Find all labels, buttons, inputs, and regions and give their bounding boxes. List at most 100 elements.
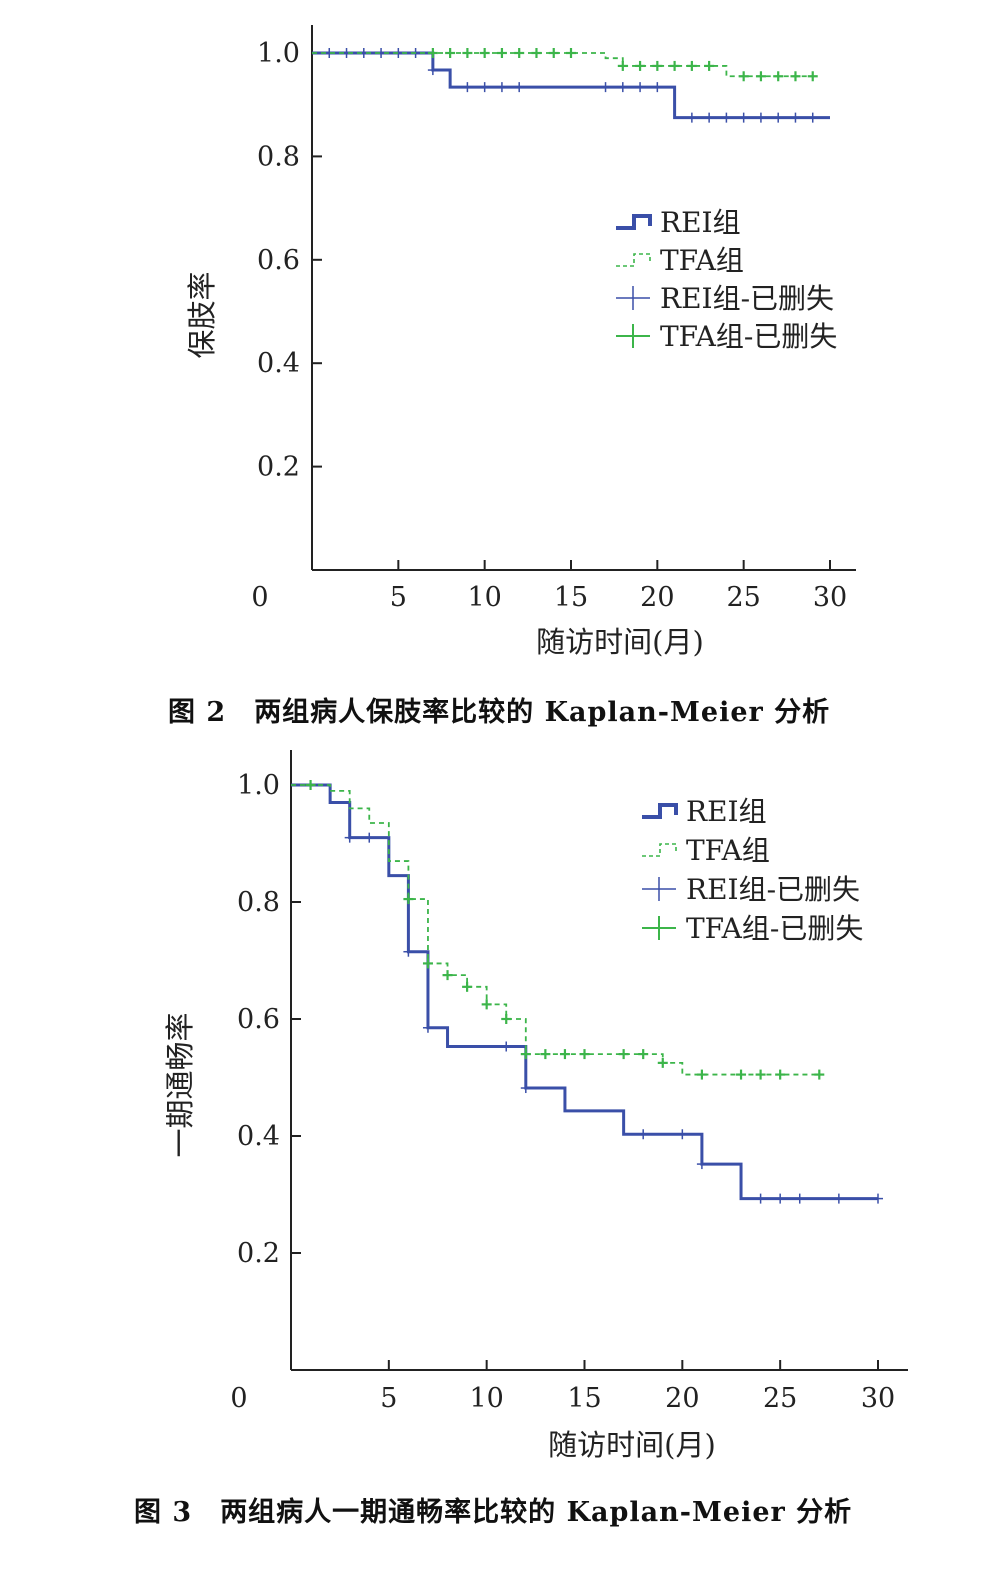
fig2-tfa-censor-mark — [755, 71, 766, 82]
fig2-rei-censor-mark — [807, 112, 818, 123]
fig3-rei-censor-mark — [403, 946, 414, 957]
fig3-x-tick-label: 10 — [469, 1383, 503, 1414]
fig2-rei-censor-mark — [686, 112, 697, 123]
fig2-y-axis-title: 保肢率 — [185, 271, 219, 358]
fig3-tfa-censor-mark — [305, 780, 316, 790]
fig2-rei-censor-mark — [496, 82, 507, 93]
fig2-tfa-censor-mark — [427, 48, 438, 58]
fig3-y-tick-label: 0.2 — [237, 1238, 280, 1269]
fig2-tfa-censor-mark — [531, 48, 542, 58]
fig3-tfa-censor-mark — [775, 1069, 786, 1080]
fig2-legend-tfa-censor-swatch — [616, 324, 650, 348]
figure-2-label: 图 2 — [168, 697, 227, 728]
fig3-tfa-censor-mark — [481, 999, 492, 1010]
fig3-x-tick-label: 30 — [861, 1383, 895, 1414]
fig3-tfa-censor-mark — [442, 970, 453, 981]
fig2-x-axis-title: 随访时间(月) — [536, 625, 704, 659]
fig3-x-tick-label: 5 — [380, 1383, 397, 1414]
fig2-tfa-censor-mark — [686, 60, 697, 71]
fig2-origin-label: 0 — [251, 582, 268, 613]
fig2-legend-rei-censor-swatch — [616, 286, 650, 310]
fig3-y-axis-title: 一期通畅率 — [163, 1012, 197, 1157]
fig2-rei-censor-mark — [617, 82, 628, 93]
fig2-tfa-censor-mark — [635, 60, 646, 71]
fig2-tfa-censor-mark — [548, 48, 559, 58]
fig2-y-tick-label: 0.2 — [257, 452, 300, 483]
fig2-y-tick-label: 0.4 — [257, 348, 300, 379]
fig3-tfa-censor-mark — [559, 1049, 570, 1060]
fig3-tfa-censor-mark — [520, 1049, 531, 1060]
fig3-rei-censor-mark — [364, 832, 375, 843]
fig3-rei-censor-mark — [833, 1193, 844, 1204]
fig3-rei-censor-mark — [755, 1193, 766, 1204]
fig3-series-rei-line — [291, 783, 878, 1201]
fig2-tfa-censor-mark — [704, 60, 715, 71]
fig3-tfa-censor-mark — [657, 1057, 668, 1068]
fig2-legend-label: TFA组 — [660, 244, 744, 277]
fig3-legend-label: TFA组-已删失 — [686, 912, 863, 945]
fig3-legend-rei-swatch — [642, 803, 678, 819]
fig3-legend-label: REI组 — [686, 795, 767, 828]
fig2-rei-censor-mark — [462, 82, 473, 93]
fig2-tfa-censor-mark — [514, 48, 525, 58]
fig2-x-tick-label: 5 — [390, 582, 407, 613]
fig3-tfa-censor-mark — [736, 1069, 747, 1080]
fig3-legend-label: TFA组 — [686, 834, 770, 867]
fig3-tfa-censor-mark — [462, 981, 473, 992]
fig2-legend-rei-swatch — [616, 214, 652, 230]
fig2-rei-censor-mark — [514, 82, 525, 93]
fig2-tfa-censor-mark — [807, 71, 818, 82]
fig2-tfa-censor-mark — [790, 71, 801, 82]
fig3-tfa-censor-mark — [422, 958, 433, 969]
fig2-tfa-censor-mark — [773, 71, 784, 82]
fig3-tfa-censor-mark — [618, 1049, 629, 1060]
fig3-legend-label: REI组-已删失 — [686, 873, 860, 906]
fig2-rei-censor-mark — [755, 112, 766, 123]
fig2-rei-censor-mark — [721, 112, 732, 123]
fig3-tfa-censor-mark — [403, 894, 414, 905]
fig3-x-axis-title: 随访时间(月) — [548, 1428, 716, 1462]
fig3-origin-label: 0 — [230, 1383, 247, 1414]
fig2-rei-censor-mark — [479, 82, 490, 93]
fig3-tfa-censor-mark — [696, 1069, 707, 1080]
figure-2-caption: 图 2 两组病人保肢率比较的 Kaplan-Meier 分析 — [168, 690, 830, 729]
fig3-rei-censor-mark — [501, 1041, 512, 1052]
fig2-x-tick-label: 25 — [726, 582, 760, 613]
figure-3-caption-text: 两组病人一期通畅率比较的 Kaplan-Meier 分析 — [220, 1497, 853, 1528]
fig2-y-tick-label: 1.0 — [257, 38, 300, 69]
figure-3-label: 图 3 — [134, 1497, 193, 1528]
fig2-legend-tfa-swatch — [616, 253, 651, 267]
fig2-series-rei-line — [312, 51, 830, 120]
fig3-tfa-censor-mark — [579, 1049, 590, 1060]
fig3-rei-censor-mark — [775, 1193, 786, 1204]
figure-2-caption-text: 两组病人保肢率比较的 Kaplan-Meier 分析 — [254, 697, 831, 728]
fig2-legend-label: REI组-已删失 — [660, 282, 834, 315]
fig3-y-tick-label: 0.6 — [237, 1004, 280, 1035]
fig3-rei-censor-mark — [520, 1083, 531, 1094]
fig2-rei-censor-mark — [600, 82, 611, 93]
fig3-tfa-censor-mark — [755, 1069, 766, 1080]
fig2-tfa-censor-mark — [496, 48, 507, 58]
fig2-series-tfa-line — [312, 52, 813, 78]
fig3-series-tfa-line — [291, 784, 820, 1076]
fig3-rei-censor-mark — [677, 1129, 688, 1140]
fig2-tfa-censor-mark — [445, 48, 456, 58]
fig2-rei-censor-mark — [738, 112, 749, 123]
fig3-y-tick-label: 0.8 — [237, 887, 280, 918]
fig2-tfa-censor-mark — [566, 48, 576, 58]
fig2-rei-censor-mark — [427, 65, 438, 76]
fig3-tfa-censor-mark — [814, 1069, 825, 1080]
fig2-x-tick-label: 30 — [813, 582, 847, 613]
fig2-rei-censor-mark — [635, 82, 646, 93]
fig3-legend-tfa-censor-swatch — [642, 916, 676, 940]
fig3-legend-rei-censor-swatch — [642, 877, 676, 901]
fig2-rei-censor-mark — [773, 112, 784, 123]
fig2-x-tick-label: 20 — [640, 582, 674, 613]
fig2-legend-label: REI组 — [660, 206, 741, 239]
fig2-y-tick-label: 0.8 — [257, 141, 300, 172]
fig2-tfa-censor-mark — [479, 48, 490, 58]
fig2-legend-label: TFA组-已删失 — [660, 320, 837, 353]
fig2-tfa-censor-mark — [462, 48, 473, 58]
fig3-x-tick-label: 15 — [567, 1383, 601, 1414]
fig2-tfa-censor-mark — [652, 60, 663, 71]
